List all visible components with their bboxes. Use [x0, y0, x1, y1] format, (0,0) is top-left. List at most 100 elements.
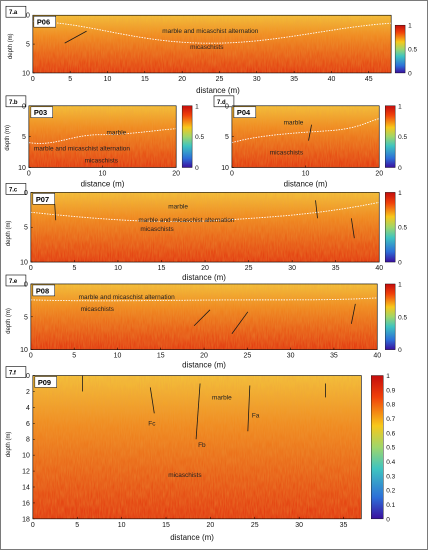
x-tick-label: 10 [114, 353, 122, 360]
colorbar-tick-label: 0.1 [386, 502, 395, 509]
colorbar-tick-label: 1 [408, 23, 412, 30]
panel-f-annotation-Fc: Fc [148, 420, 156, 427]
fault-line [315, 200, 318, 219]
y-tick-label: 4 [26, 405, 30, 412]
y-tick-label: 18 [22, 516, 30, 523]
x-tick-label: 35 [290, 76, 298, 83]
y-tick-label: 0 [24, 281, 28, 288]
panel-d-tag: 7.d [217, 100, 226, 106]
fault-line [195, 383, 201, 440]
panel-a-xticks: 0 5 10 15 20 25 30 35 40 45 [31, 70, 373, 83]
y-tick-label: 0 [22, 103, 26, 110]
y-tick-label: 2 [26, 389, 30, 396]
fault-line [350, 303, 356, 324]
y-tick-label: 10 [221, 165, 229, 172]
x-tick-label: 5 [72, 353, 76, 360]
fault-line [193, 309, 211, 327]
panel-a-colorbar-ticks: 10.50 [408, 23, 417, 78]
panel-b-id: P03 [34, 108, 47, 117]
x-tick-label: 20 [200, 353, 208, 360]
y-tick-label: 6 [26, 421, 30, 428]
colorbar-tick-label: 0.8 [386, 402, 395, 409]
colorbar-tick-label: 0.5 [195, 134, 204, 141]
colorbar-tick-label: 0.3 [386, 473, 395, 480]
panel-d-id: P04 [237, 108, 251, 117]
colorbar-tick-label: 0.5 [398, 134, 407, 141]
panel-c-xlabel: distance (m) [182, 273, 226, 282]
colorbar-tick-label: 0 [398, 165, 402, 172]
colorbar-tick-label: 0 [398, 347, 402, 354]
panel-d-xticks: 0 10 20 [230, 165, 383, 177]
y-tick-label: 10 [20, 260, 28, 267]
x-tick-label: 10 [302, 170, 310, 177]
y-tick-label: 16 [22, 500, 30, 507]
x-tick-label: 20 [178, 76, 186, 83]
x-tick-label: 5 [68, 76, 72, 83]
y-tick-label: 10 [22, 453, 30, 460]
x-tick-label: 30 [287, 353, 295, 360]
panel-f: 7.f P09 marble micaschists Fa Fb Fc dept… [5, 366, 396, 542]
x-tick-label: 35 [330, 353, 338, 360]
x-tick-label: 0 [31, 76, 35, 83]
x-tick-label: 0 [27, 170, 31, 177]
y-tick-label: 5 [26, 42, 30, 49]
fault-line [308, 124, 312, 141]
panel-b-boundary [28, 128, 177, 144]
colorbar-tick-label: 1 [398, 281, 402, 288]
x-tick-label: 30 [253, 76, 261, 83]
fault-line [64, 30, 87, 44]
panel-d-yticks: 0 5 10 [221, 103, 234, 172]
panel-c-tag: 7.c [9, 187, 18, 193]
panel-a-ylabel: depth (m) [8, 33, 14, 59]
panel-f-annotation-1: marble [212, 394, 232, 401]
x-tick-label: 15 [157, 353, 165, 360]
y-tick-label: 5 [24, 225, 28, 232]
colorbar-tick-label: 0.9 [386, 387, 395, 394]
panel-f-id: P09 [38, 378, 51, 387]
panel-c-yticks: 0 5 10 [20, 190, 33, 267]
fault-line [149, 387, 155, 414]
y-tick-label: 14 [22, 484, 30, 491]
panel-b-tag: 7.b [9, 100, 18, 106]
panel-c-annotation-1: marble [168, 203, 188, 210]
x-tick-label: 40 [328, 76, 336, 83]
x-tick-label: 45 [365, 76, 373, 83]
y-tick-label: 8 [26, 437, 30, 444]
y-tick-label: 12 [22, 469, 30, 476]
panel-d-annotation-1: marble [284, 120, 304, 127]
panel-d-annotation-2: micaschists [270, 150, 303, 157]
panel-e-annotation-1: marble and micaschist alternation [79, 294, 176, 301]
colorbar-tick-label: 0.5 [386, 445, 395, 452]
panel-e-colorbar-ticks: 10.50 [398, 281, 407, 354]
panel-d-colorbar-ticks: 10.50 [398, 103, 407, 172]
panel-d-colorbar [384, 105, 396, 168]
panel-c-colorbar-ticks: 10.50 [398, 190, 407, 267]
panel-b-ylabel: depth (m) [5, 125, 11, 151]
fault-line [247, 385, 251, 432]
x-tick-label: 30 [295, 522, 303, 529]
x-tick-label: 20 [375, 170, 383, 177]
panel-e-tag: 7.e [9, 279, 18, 285]
panel-f-yticks: 0 2 4 6 8 10 12 14 16 18 [22, 373, 35, 523]
panel-a-xlabel: distance (m) [196, 86, 240, 95]
panel-c-annotation-3: micaschists [140, 226, 173, 233]
y-tick-label: 0 [26, 13, 30, 20]
panel-e-ylabel: depth (m) [6, 308, 12, 334]
colorbar-tick-label: 0 [398, 260, 402, 267]
panel-f-tag: 7.f [9, 371, 16, 377]
colorbar-tick-label: 0.5 [408, 47, 417, 54]
panel-f-annotation-2: micaschists [168, 472, 201, 479]
colorbar-tick-label: 0 [195, 165, 199, 172]
panel-e-annotation-2: micaschists [81, 306, 114, 313]
y-tick-label: 0 [26, 373, 30, 380]
colorbar-tick-label: 0.5 [398, 225, 407, 232]
panel-a-id: P06 [37, 18, 50, 27]
panel-f-annotation-Fa: Fa [252, 412, 260, 419]
panel-c-boundary [30, 201, 380, 222]
x-tick-label: 10 [99, 170, 107, 177]
panel-b-xticks: 0 10 20 [27, 165, 180, 177]
panel-a: 7.a P06 marble and micaschist alternatio… [5, 5, 417, 95]
y-tick-label: 0 [225, 103, 229, 110]
x-tick-label: 25 [251, 522, 259, 529]
panel-c-id: P07 [36, 195, 49, 204]
